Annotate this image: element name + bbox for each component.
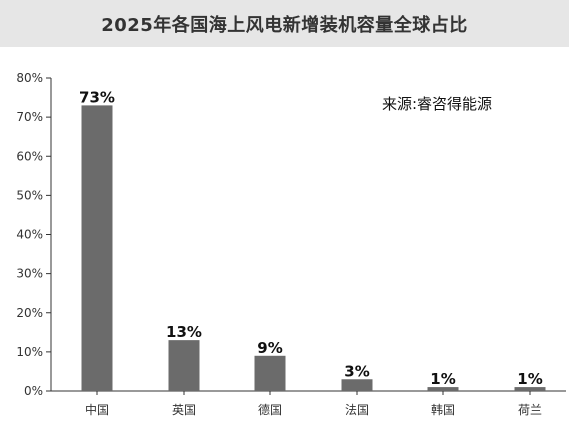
x-category-label: 德国 bbox=[258, 402, 282, 417]
data-label: 13% bbox=[166, 323, 202, 341]
x-category-label: 英国 bbox=[172, 403, 196, 417]
bar-5 bbox=[514, 387, 546, 391]
bar-3 bbox=[341, 379, 373, 391]
data-label: 73% bbox=[79, 88, 115, 106]
y-tick-label: 40% bbox=[16, 228, 43, 242]
bar-2 bbox=[254, 355, 286, 391]
y-tick-label: 30% bbox=[16, 267, 43, 281]
data-label: 9% bbox=[257, 339, 282, 357]
bar-0 bbox=[81, 105, 113, 391]
bar-4 bbox=[427, 387, 459, 391]
y-tick-label: 0% bbox=[24, 384, 43, 398]
chart-title: 2025年各国海上风电新增装机容量全球占比 bbox=[101, 14, 468, 36]
x-category-label: 中国 bbox=[85, 402, 109, 417]
x-category-label: 法国 bbox=[345, 403, 369, 417]
y-tick-label: 60% bbox=[16, 149, 43, 163]
data-label: 1% bbox=[517, 370, 542, 388]
x-category-label: 韩国 bbox=[431, 402, 455, 417]
y-tick-label: 50% bbox=[16, 188, 43, 202]
y-tick-label: 70% bbox=[16, 110, 43, 124]
y-tick-label: 10% bbox=[16, 345, 43, 359]
source-label: 来源:睿咨得能源 bbox=[382, 95, 492, 113]
x-category-label: 荷兰 bbox=[518, 403, 542, 417]
y-tick-label: 80% bbox=[16, 71, 43, 85]
data-label: 3% bbox=[344, 362, 369, 380]
y-tick-label: 20% bbox=[16, 306, 43, 320]
title-bar: 2025年各国海上风电新增装机容量全球占比 bbox=[0, 0, 569, 47]
data-label: 1% bbox=[430, 370, 455, 388]
bar-1 bbox=[168, 340, 200, 391]
